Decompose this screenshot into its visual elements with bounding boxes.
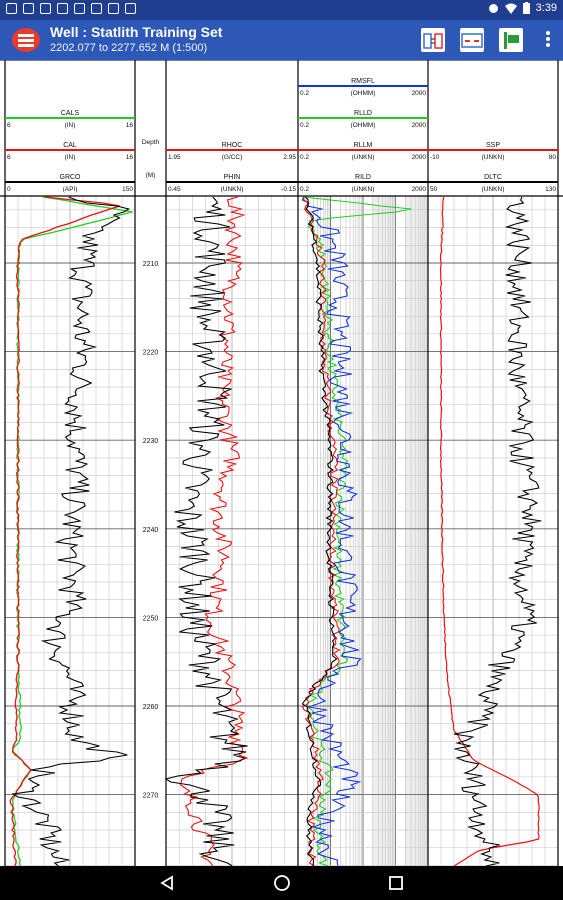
depth-tick-label: 2270 xyxy=(143,793,159,800)
home-icon[interactable] xyxy=(273,874,291,892)
rild-curve xyxy=(301,196,338,867)
depth-tick-label: 2230 xyxy=(143,438,159,445)
curve-scale-max: 2000 xyxy=(412,122,427,129)
grid-shade xyxy=(372,196,396,866)
curve-scale-min: 0.2 xyxy=(300,122,309,129)
curve-unit: (UNKN) xyxy=(221,186,244,193)
curve-scale-min: 6 xyxy=(7,154,11,161)
depth-tick-label: 2250 xyxy=(143,615,159,622)
notification-icon xyxy=(6,3,17,14)
back-icon[interactable] xyxy=(158,874,176,892)
curve-unit: (IN) xyxy=(65,154,76,161)
curve-unit: (G/CC) xyxy=(222,154,243,161)
rhoc-curve xyxy=(180,196,249,867)
cals-curve xyxy=(11,196,133,867)
log-display[interactable]: CALS 6 (IN) 16 CAL 6 (IN) 16 GRCO 0 (API) 150 Depth (… xyxy=(0,59,563,867)
curve-scale-min: 0.2 xyxy=(300,90,309,97)
grco-curve xyxy=(11,196,130,867)
curve-name: GRCO xyxy=(60,174,82,181)
curve-name: RLLM xyxy=(354,142,373,149)
curve-scale-min: 0.2 xyxy=(300,154,309,161)
curve-unit: (UNKN) xyxy=(482,186,505,193)
curve-scale-max: 16 xyxy=(126,154,134,161)
notification-icons xyxy=(6,3,136,14)
more-options-button[interactable] xyxy=(545,30,551,51)
navigation-bar xyxy=(0,866,563,900)
status-bar: 3:39 xyxy=(0,0,563,20)
curve-scale-min: 0 xyxy=(7,186,11,193)
rlld-curve xyxy=(303,196,412,867)
grid-shade xyxy=(405,196,428,866)
app-logo-icon xyxy=(12,28,40,52)
curve-name: PHIN xyxy=(224,174,241,181)
track-settings-icon xyxy=(423,33,443,49)
phin-curve xyxy=(164,196,248,867)
curve-scale-max: 150 xyxy=(122,186,133,193)
curve-name: RMSFL xyxy=(351,78,375,85)
curve-scale-min: 0.2 xyxy=(300,186,309,193)
more-vert-icon xyxy=(546,31,550,47)
battery-icon xyxy=(522,2,530,14)
curve-name: RILD xyxy=(355,174,371,181)
curve-scale-min: 0.45 xyxy=(168,186,181,193)
rmsfl-curve xyxy=(301,196,362,867)
depth-tick-label: 2240 xyxy=(143,527,159,534)
curve-scale-max: -0.15 xyxy=(281,186,296,193)
notification-icon xyxy=(91,3,102,14)
track-settings-button[interactable] xyxy=(421,28,445,52)
depth-unit: (M) xyxy=(146,172,156,179)
curve-name: DLTC xyxy=(484,174,502,181)
curve-scale-max: 80 xyxy=(549,154,557,161)
curve-unit: (UNKN) xyxy=(352,186,375,193)
cal-curve xyxy=(9,196,120,867)
curve-name: SSP xyxy=(486,142,500,149)
depth-tick-label: 2220 xyxy=(143,350,159,357)
notification-icon xyxy=(108,3,119,14)
wifi-icon xyxy=(504,3,517,14)
curve-unit: (API) xyxy=(63,186,78,193)
curve-settings-icon xyxy=(461,33,483,48)
curve-scale-max: 2000 xyxy=(412,90,427,97)
notification-icon xyxy=(74,3,85,14)
curve-scale-min: 50 xyxy=(430,186,438,193)
vpn-key-icon xyxy=(488,3,498,13)
curve-scale-max: 130 xyxy=(545,186,556,193)
curve-name: CAL xyxy=(63,142,77,149)
app-title: Well : Statlith Training Set xyxy=(50,24,223,40)
curve-settings-button[interactable] xyxy=(460,28,484,52)
notification-icon xyxy=(23,3,34,14)
curve-name: CALS xyxy=(61,110,80,117)
curve-unit: (OHMM) xyxy=(351,90,376,97)
clock: 3:39 xyxy=(535,2,557,14)
zone-marker-icon xyxy=(504,32,519,49)
curve-scale-max: 2.95 xyxy=(283,154,296,161)
depth-tick-label: 2260 xyxy=(143,704,159,711)
curve-name: RHOC xyxy=(222,142,243,149)
curve-unit: (UNKN) xyxy=(482,154,505,161)
app-bar: Well : Statlith Training Set 2202.077 to… xyxy=(0,20,563,60)
curve-name: RLLD xyxy=(354,110,372,117)
zone-marker-button[interactable] xyxy=(499,28,523,52)
depth-tick-label: 2210 xyxy=(143,261,159,268)
curve-scale-max: 16 xyxy=(126,122,134,129)
curve-scale-min: 1.95 xyxy=(168,154,181,161)
notification-icon xyxy=(125,3,136,14)
recents-icon[interactable] xyxy=(387,874,405,892)
notification-icon xyxy=(40,3,51,14)
curve-scale-min: 6 xyxy=(7,122,11,129)
log-plot[interactable]: CALS 6 (IN) 16 CAL 6 (IN) 16 GRCO 0 (API) 150 Depth (… xyxy=(0,59,563,867)
curve-scale-max: 2000 xyxy=(412,186,427,193)
dltc-curve xyxy=(453,196,542,867)
depth-range-subtitle: 2202.077 to 2277.652 M (1:500) xyxy=(50,42,208,54)
curve-unit: (UNKN) xyxy=(352,154,375,161)
curve-scale-min: -10 xyxy=(430,154,440,161)
curve-scale-max: 2000 xyxy=(412,154,427,161)
notification-icon xyxy=(57,3,68,14)
curve-unit: (IN) xyxy=(65,122,76,129)
depth-label: Depth xyxy=(142,139,160,146)
curve-unit: (OHMM) xyxy=(351,122,376,129)
